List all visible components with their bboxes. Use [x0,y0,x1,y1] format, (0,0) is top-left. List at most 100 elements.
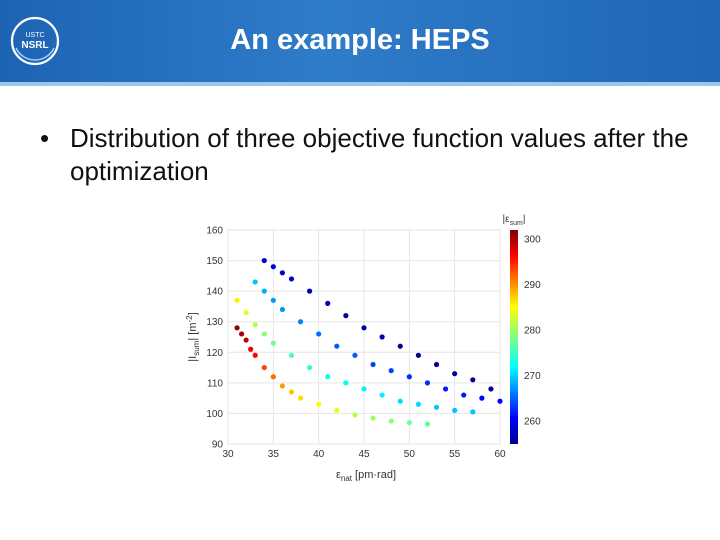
data-point [270,340,276,346]
data-point [370,415,376,421]
colorbar-tick-label: 280 [524,326,541,337]
data-point [288,389,295,395]
data-point [316,401,322,407]
bullet-text: Distribution of three objective function… [70,123,689,186]
data-point [261,364,267,371]
y-tick-label: 150 [206,256,223,267]
logo-text-top: USTC [25,32,44,39]
data-point [288,352,295,358]
data-point [497,398,503,404]
data-point [234,325,240,331]
data-point [243,337,249,343]
data-point [397,343,403,349]
data-point [261,331,267,337]
data-point [261,257,267,264]
data-point [415,352,421,358]
y-tick-label: 100 [206,409,223,420]
data-point [470,409,476,415]
data-point [307,364,313,371]
data-point [406,420,412,426]
data-point [424,421,431,427]
nsrl-logo: USTC NSRL [10,16,60,66]
x-tick-label: 45 [358,449,370,460]
y-tick-label: 110 [207,378,223,389]
data-point [279,306,285,313]
data-point [388,368,394,374]
x-tick-label: 40 [313,449,325,460]
data-point [452,407,458,413]
grid-lines [227,229,501,445]
data-point [270,264,276,270]
data-point [406,374,412,380]
data-point [239,331,245,337]
data-point [248,346,254,352]
data-point [270,297,276,303]
data-point [325,374,331,380]
colorbar-label: |εsum| [503,214,526,227]
data-point [234,297,240,303]
data-point [433,404,440,410]
data-point [379,334,385,340]
data-point [279,383,285,389]
data-point [334,407,340,413]
data-point [343,313,349,319]
data-point [397,398,403,404]
data-point [461,392,467,398]
bullet-marker: • [40,123,50,153]
data-point [270,374,276,380]
data-point [297,395,304,401]
data-point [379,392,385,398]
data-point [388,418,394,424]
x-tick-label: 50 [404,449,416,460]
y-tick-label: 130 [206,317,223,328]
data-point [243,309,249,316]
data-point [443,386,449,392]
x-tick-label: 55 [449,449,461,460]
data-point [452,371,458,377]
data-point [343,380,349,386]
y-axis-label: |Isum| [m-2] [185,312,201,361]
data-point [325,300,331,306]
x-tick-label: 60 [494,449,506,460]
logo-text-bottom: NSRL [21,40,48,51]
data-point [352,352,358,358]
y-tick-label: 120 [206,348,223,359]
slide-header [0,0,720,82]
x-tick-label: 30 [222,449,234,460]
data-point [261,288,267,294]
data-point [479,395,485,401]
data-point [307,288,313,294]
colorbar-tick-labels: 260 270 280 290 300 [524,235,541,428]
colorbar-tick-label: 260 [524,417,541,428]
data-point [316,331,322,337]
data-point [361,325,367,331]
data-points [234,257,503,427]
data-point [252,352,258,358]
data-point [352,412,358,418]
header-stripe [0,82,720,86]
scatter-chart: 30 35 40 45 50 55 60 90 100 110 120 130 140 150 160 ε… [185,214,541,483]
colorbar-tick-label: 300 [524,235,541,246]
data-point [488,386,494,392]
colorbar-tick-label: 270 [524,371,541,382]
data-point [470,377,476,383]
data-point [334,343,340,349]
data-point [433,361,440,368]
data-point [297,319,304,325]
data-point [361,386,367,392]
data-point [424,380,431,386]
y-tick-label: 90 [212,440,224,451]
x-tick-label: 35 [268,449,280,460]
data-point [288,276,295,282]
y-tick-labels: 90 100 110 120 130 140 150 160 [206,226,223,451]
data-point [252,322,258,328]
data-point [415,401,421,407]
x-axis-label: εnat [pm·rad] [336,469,396,483]
colorbar [510,230,518,444]
data-point [370,361,376,368]
slide-title: An example: HEPS [230,24,490,56]
y-tick-label: 160 [206,226,223,237]
data-point [252,279,258,285]
y-tick-label: 140 [206,287,223,298]
colorbar-tick-label: 290 [524,280,541,291]
